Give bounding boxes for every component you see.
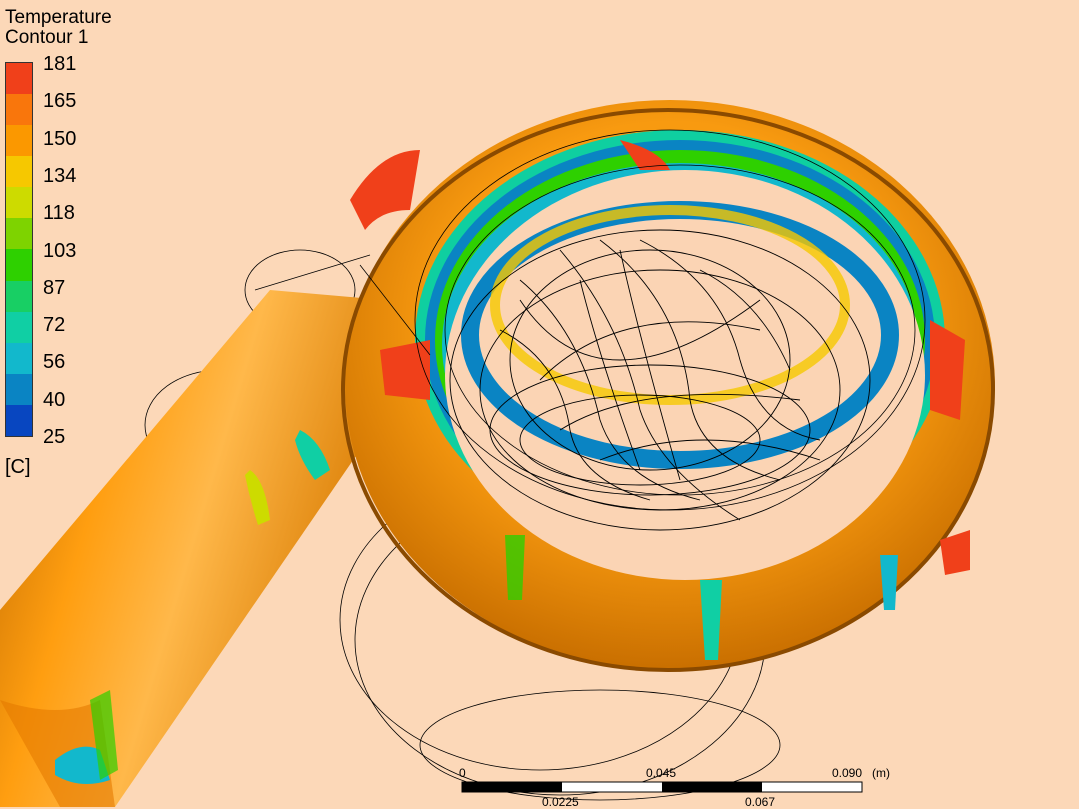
legend-tick-label: 40 <box>43 388 66 411</box>
legend-tick-label: 134 <box>43 164 77 187</box>
legend-band-11 <box>6 404 32 436</box>
legend-title-line2: Contour 1 <box>5 27 89 48</box>
legend-tick-label: 87 <box>43 276 66 299</box>
legend-tick-label: 181 <box>43 53 77 75</box>
color-legend-bar <box>5 62 33 437</box>
legend-band-7 <box>6 280 32 312</box>
legend-band-1 <box>6 94 32 126</box>
legend-tick-label: 103 <box>43 239 77 262</box>
legend-unit: [C] <box>5 456 31 478</box>
legend-band-9 <box>6 342 32 374</box>
legend-title-line1: Temperature <box>5 7 112 28</box>
legend-band-4 <box>6 187 32 219</box>
legend-band-5 <box>6 218 32 250</box>
legend-band-6 <box>6 249 32 281</box>
legend-tick-label: 72 <box>43 314 66 337</box>
volute-casing <box>341 100 995 672</box>
scale-label-090: 0.090 <box>832 766 863 780</box>
legend-title: Temperature Contour 1 <box>5 8 112 48</box>
legend-band-0 <box>6 63 32 95</box>
legend-tick-label: 118 <box>43 202 75 225</box>
scale-label-0: 0 <box>459 766 466 780</box>
scale-unit: (m) <box>872 766 890 780</box>
legend-tick-label: 165 <box>43 90 77 113</box>
legend-tick-label: 150 <box>43 127 77 150</box>
inlet-pipe <box>0 290 385 807</box>
legend-tick-label: 56 <box>43 351 66 374</box>
volute-wireframe <box>254 129 926 511</box>
scale-label-0225: 0.0225 <box>542 795 579 809</box>
legend-tick-label: 25 <box>43 426 66 448</box>
legend-band-8 <box>6 311 32 343</box>
legend-band-10 <box>6 373 32 405</box>
scale-label-045: 0.045 <box>646 766 677 780</box>
scale-label-067: 0.067 <box>745 795 776 809</box>
scale-bar <box>461 781 863 793</box>
legend-band-2 <box>6 125 32 157</box>
legend-band-3 <box>6 156 32 188</box>
